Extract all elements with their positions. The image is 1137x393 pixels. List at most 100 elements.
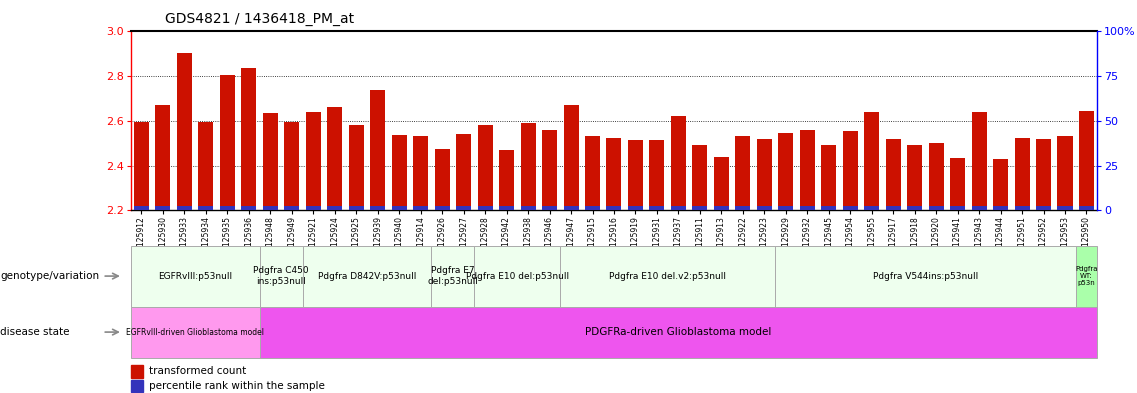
Bar [349, 125, 364, 210]
Bar [692, 206, 707, 210]
Bar [757, 206, 772, 210]
Bar [929, 206, 944, 210]
Bar [606, 138, 622, 210]
Bar [778, 133, 794, 210]
Bar [391, 206, 407, 210]
Bar [886, 206, 901, 210]
Bar [886, 139, 901, 210]
Bar [714, 206, 729, 210]
Text: transformed count: transformed count [149, 366, 247, 376]
Bar [521, 206, 536, 210]
Text: Pdgfra E10 del:p53null: Pdgfra E10 del:p53null [466, 272, 568, 281]
Text: Pdgfra E10 del.v2:p53null: Pdgfra E10 del.v2:p53null [609, 272, 727, 281]
Bar [649, 140, 664, 210]
Bar [499, 206, 514, 210]
Text: Pdgfra E7
del:p53null: Pdgfra E7 del:p53null [428, 266, 479, 286]
Text: EGFRvIII:p53null: EGFRvIII:p53null [158, 272, 232, 281]
Bar [778, 206, 794, 210]
Bar [542, 206, 557, 210]
Bar [349, 206, 364, 210]
Text: Pdgfra D842V:p53null: Pdgfra D842V:p53null [318, 272, 416, 281]
Bar [478, 206, 492, 210]
Bar [993, 159, 1009, 210]
Bar [199, 122, 214, 210]
Bar [241, 68, 257, 210]
Bar [134, 122, 149, 210]
Bar [177, 53, 192, 210]
Bar [628, 140, 644, 210]
Bar [692, 145, 707, 210]
Bar [584, 136, 600, 210]
Bar [757, 139, 772, 210]
Bar [177, 206, 192, 210]
Bar [971, 206, 987, 210]
Bar [456, 134, 471, 210]
Bar [1057, 206, 1072, 210]
Bar [671, 206, 686, 210]
Bar [1014, 138, 1030, 210]
Bar [413, 136, 429, 210]
Bar [413, 206, 429, 210]
Text: EGFRvIII-driven Glioblastoma model: EGFRvIII-driven Glioblastoma model [126, 328, 264, 336]
Bar [1079, 111, 1094, 210]
Bar [907, 145, 922, 210]
Text: percentile rank within the sample: percentile rank within the sample [149, 381, 325, 391]
Bar [134, 206, 149, 210]
Bar [736, 136, 750, 210]
Bar [219, 206, 235, 210]
Bar [284, 206, 299, 210]
Bar [821, 145, 837, 210]
Bar [864, 206, 879, 210]
Bar [843, 206, 857, 210]
Bar [263, 113, 277, 210]
Bar [263, 206, 277, 210]
Text: Pdgfra C450
ins:p53null: Pdgfra C450 ins:p53null [254, 266, 309, 286]
Bar [1057, 136, 1072, 210]
Bar [907, 206, 922, 210]
Bar [671, 116, 686, 210]
Bar [564, 206, 579, 210]
Text: Pdgfra
WT:
p53n: Pdgfra WT: p53n [1076, 266, 1097, 286]
Bar [971, 112, 987, 210]
Bar [219, 75, 235, 210]
Text: PDGFRa-driven Glioblastoma model: PDGFRa-driven Glioblastoma model [586, 327, 772, 337]
Bar [799, 130, 815, 210]
Text: GDS4821 / 1436418_PM_at: GDS4821 / 1436418_PM_at [165, 12, 354, 26]
Bar [606, 206, 622, 210]
Bar [156, 105, 171, 210]
Text: genotype/variation: genotype/variation [0, 271, 99, 281]
Bar [241, 206, 257, 210]
Bar [584, 206, 600, 210]
Bar [434, 206, 450, 210]
Bar [1014, 206, 1030, 210]
Bar [799, 206, 815, 210]
Bar [456, 206, 471, 210]
Bar [284, 122, 299, 210]
Text: Pdgfra V544ins:p53null: Pdgfra V544ins:p53null [873, 272, 978, 281]
Bar [993, 206, 1009, 210]
Bar [951, 206, 965, 210]
Bar [714, 157, 729, 210]
Bar [843, 131, 857, 210]
Bar [521, 123, 536, 210]
Bar [542, 130, 557, 210]
Bar [434, 149, 450, 210]
Bar [864, 112, 879, 210]
Bar [564, 105, 579, 210]
Bar [371, 206, 385, 210]
Bar [371, 90, 385, 210]
Bar [199, 206, 214, 210]
Bar [327, 206, 342, 210]
Bar [391, 135, 407, 210]
Bar [1036, 206, 1051, 210]
Bar [951, 158, 965, 210]
Bar [736, 206, 750, 210]
Text: disease state: disease state [0, 327, 69, 337]
Bar [821, 206, 837, 210]
Bar [306, 206, 321, 210]
Bar [628, 206, 644, 210]
Bar [306, 112, 321, 210]
Bar [1079, 206, 1094, 210]
Bar [327, 107, 342, 210]
Bar [156, 206, 171, 210]
